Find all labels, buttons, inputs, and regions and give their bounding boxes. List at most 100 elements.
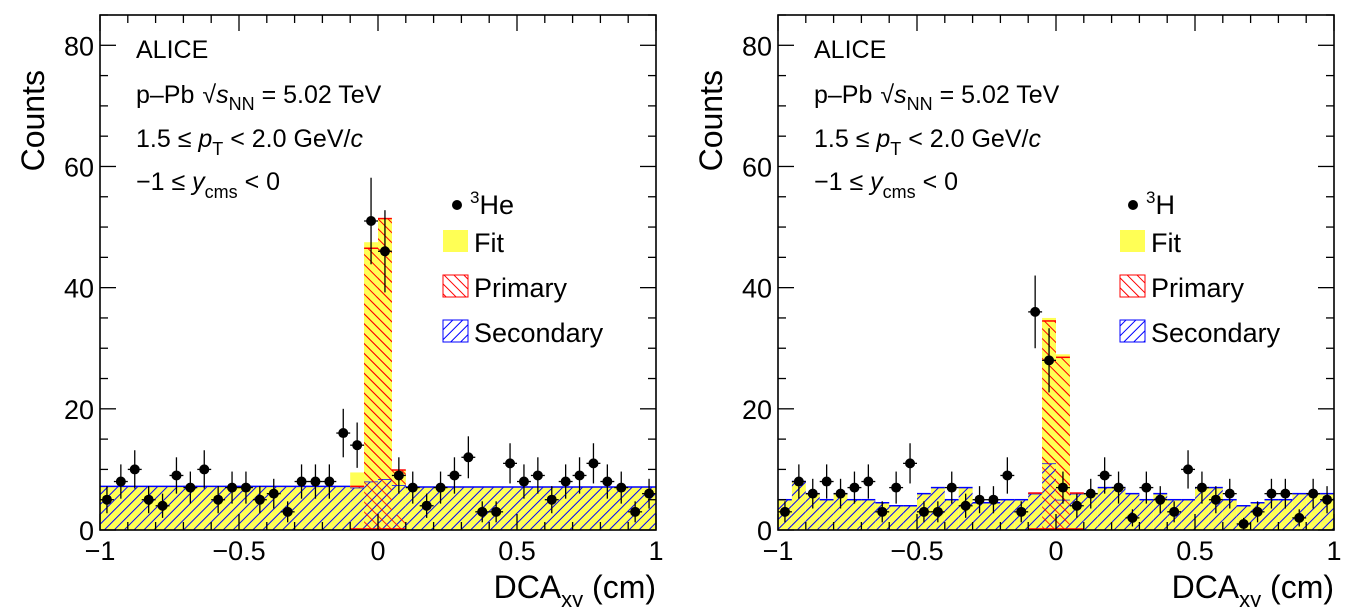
data-point: [491, 506, 502, 517]
data-point: [254, 494, 265, 505]
data-point: [393, 470, 404, 481]
y-tick-label: 40: [742, 274, 772, 304]
y-tick-label: 60: [742, 152, 772, 182]
secondary-bar: [1222, 499, 1237, 530]
legend-label-data: 3He: [470, 188, 514, 220]
y-tick-label: 20: [742, 395, 772, 425]
data-point: [477, 506, 488, 517]
data-point: [779, 506, 790, 517]
legend-label-data: 3H: [1146, 188, 1175, 220]
data-point: [310, 476, 321, 487]
secondary-bar: [847, 499, 862, 530]
secondary-bar: [986, 502, 1001, 530]
secondary-bar: [1195, 487, 1209, 530]
data-point: [918, 506, 929, 517]
pt-range-label: 1.5 ≤ pT < 2.0 GeV/c: [136, 125, 363, 159]
data-point: [1113, 482, 1124, 493]
y-tick-label: 0: [79, 516, 94, 546]
plot-frame: [777, 14, 1335, 531]
y-tick-label: 80: [742, 31, 772, 61]
data-point: [793, 476, 804, 487]
data-point: [932, 506, 943, 517]
data-point: [366, 216, 377, 226]
data-point: [835, 488, 846, 499]
x-tick-label: −1: [85, 536, 116, 566]
data-point: [185, 482, 196, 493]
data-point: [574, 470, 585, 481]
data-point: [532, 470, 543, 481]
data-point: [435, 482, 446, 493]
data-point: [821, 476, 832, 487]
data-point: [157, 500, 168, 511]
data-point: [1057, 482, 1068, 493]
rapidity-label: −1 ≤ ycms < 0: [814, 168, 958, 202]
secondary-bar: [1278, 499, 1293, 530]
secondary-bar: [819, 499, 834, 530]
legend-label-secondary: Secondary: [1151, 318, 1281, 348]
secondary-bar: [944, 499, 959, 530]
secondary-bar: [1000, 499, 1015, 530]
data-point: [1127, 512, 1138, 523]
secondary-bar: [1264, 499, 1279, 530]
data-point: [1169, 506, 1180, 517]
data-points: [100, 177, 656, 523]
secondary-bar: [1111, 487, 1126, 530]
data-point: [1071, 500, 1082, 511]
pt-range-label: 1.5 ≤ pT < 2.0 GeV/c: [814, 125, 1041, 159]
y-tick-label: 60: [64, 152, 94, 182]
data-point: [877, 506, 888, 517]
data-point: [1183, 464, 1194, 475]
primary-histogram: [350, 217, 406, 530]
data-point: [616, 482, 627, 493]
legend-label-fit: Fit: [474, 228, 504, 258]
data-point: [1141, 482, 1152, 493]
legend-marker-data: [1128, 200, 1138, 210]
data-point: [324, 476, 335, 487]
data-point: [905, 458, 916, 469]
legend-label-primary: Primary: [474, 273, 567, 303]
data-point: [1085, 488, 1096, 499]
data-point: [960, 500, 971, 511]
data-point: [352, 440, 363, 451]
data-point: [974, 494, 985, 505]
data-point: [988, 494, 999, 505]
experiment-label: ALICE: [814, 36, 886, 64]
data-point: [1016, 506, 1027, 517]
data-point: [1252, 506, 1263, 517]
y-tick-label: 20: [64, 395, 94, 425]
legend-label-secondary: Secondary: [474, 318, 604, 348]
data-point: [171, 470, 182, 481]
legend-swatch-fit: [443, 230, 468, 252]
secondary-bar: [405, 486, 656, 530]
x-tick-label: 0: [1048, 536, 1063, 566]
secondary-bar: [1028, 493, 1043, 530]
primary-bar-base: [1042, 387, 1056, 530]
data-point: [630, 506, 641, 517]
data-point: [1002, 470, 1013, 481]
data-point: [863, 476, 874, 487]
x-tick-label: 0: [370, 536, 385, 566]
right-panel: −1 −0.5 0 0.5 1 0 20 40 60 80 Counts DCAxy (cm) A…: [693, 14, 1342, 612]
x-tick-label: −0.5: [212, 536, 265, 566]
data-point: [268, 488, 279, 499]
data-point: [1155, 494, 1166, 505]
secondary-bar: [1139, 499, 1154, 530]
legend-swatch-primary: [442, 274, 469, 298]
data-point: [227, 482, 238, 493]
secondary-bar: [1306, 493, 1321, 530]
secondary-bar: [903, 505, 917, 530]
data-point: [449, 470, 460, 481]
data-point: [1224, 488, 1235, 499]
legend-swatch-secondary: [1119, 319, 1146, 343]
secondary-bar: [889, 505, 904, 530]
secondary-bar: [1083, 493, 1098, 530]
y-axis-label: Counts: [693, 70, 729, 171]
x-tick-label: 0.5: [1176, 536, 1214, 566]
data-point: [115, 476, 126, 487]
secondary-bar: [805, 493, 820, 530]
legend: 3H Fit Primary Secondary: [1119, 188, 1281, 348]
data-point: [143, 494, 154, 505]
data-point: [1308, 488, 1319, 499]
data-point: [588, 458, 599, 469]
data-point: [891, 482, 902, 493]
